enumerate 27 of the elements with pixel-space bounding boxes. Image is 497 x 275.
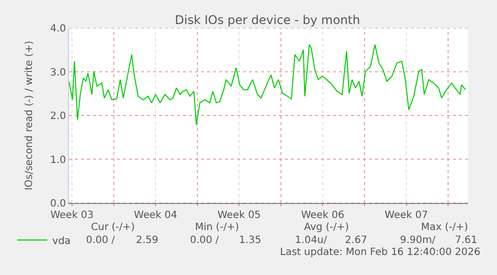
text: 2.59	[136, 235, 158, 246]
y-tick-label: 3.0	[50, 67, 66, 78]
text: 7.61	[455, 235, 478, 246]
x-tick-label: Week 04	[134, 210, 178, 221]
text: Avg (-/+)	[304, 222, 349, 233]
chart-title: Disk IOs per device - by month	[174, 13, 360, 28]
x-tick-label: Week 03	[50, 210, 94, 221]
text: Max (-/+)	[421, 222, 468, 233]
text: 0.00 /	[190, 235, 220, 246]
y-tick-label: 0.0	[50, 198, 66, 210]
text: Min (-/+)	[195, 222, 240, 233]
text: 1.35	[239, 235, 262, 246]
y-tick-label: 4.0	[50, 24, 66, 34]
y-axis-title: IOs/second read (-) / write (+)	[24, 40, 36, 190]
text: 9.90m/	[400, 235, 436, 246]
text: 2.67	[345, 235, 368, 246]
x-tick-label: Week 06	[301, 210, 344, 221]
text: Cur (-/+)	[91, 222, 135, 233]
text: 0.00 /	[86, 235, 116, 246]
x-tick-label: Week 05	[217, 210, 261, 221]
y-tick-label: 2.0	[50, 111, 66, 122]
text: Last update: Mon Feb 16 12:40:00 2026	[280, 247, 480, 258]
y-tick-label: 1.0	[50, 154, 66, 166]
text: 1.04u/	[295, 235, 328, 246]
x-tick-label: Week 07	[384, 210, 428, 221]
legend-label: vda	[52, 236, 71, 247]
line-series	[69, 44, 466, 126]
